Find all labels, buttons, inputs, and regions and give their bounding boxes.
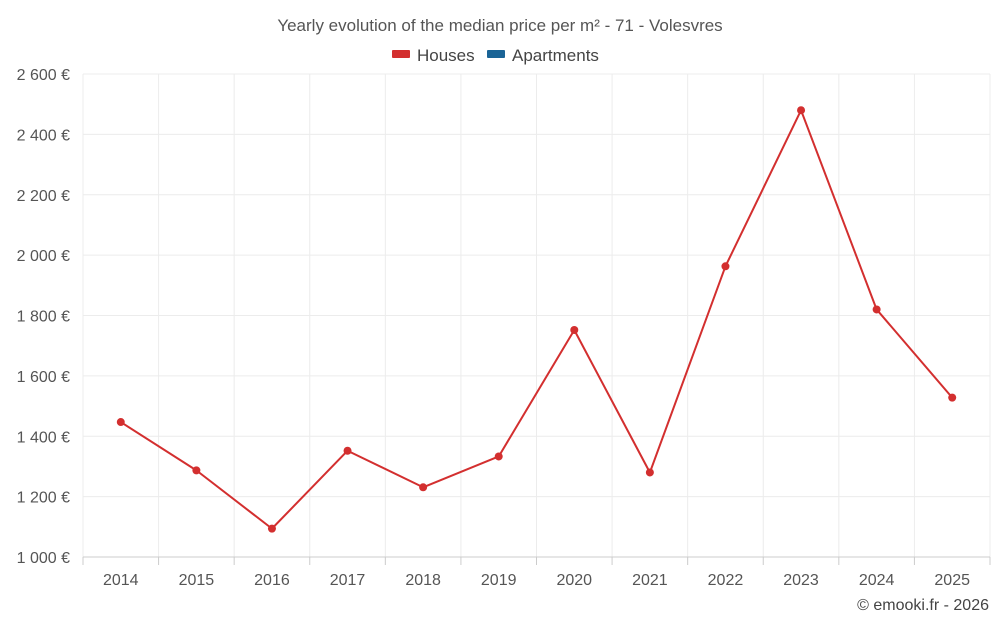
- x-tick-label: 2022: [708, 572, 744, 589]
- series-line-houses: [120, 109, 953, 530]
- legend-label-apartments: Apartments: [512, 46, 599, 65]
- legend-item-houses[interactable]: Houses: [392, 46, 475, 65]
- data-point-2025[interactable]: [948, 393, 957, 402]
- x-tick-label: 2025: [934, 572, 970, 589]
- x-tick-label: 2020: [556, 572, 592, 589]
- series-houses: [116, 106, 957, 533]
- legend-swatch-apartments: [487, 50, 505, 58]
- x-tick-label: 2016: [254, 572, 290, 589]
- gridlines: [82, 73, 991, 557]
- data-point-2016[interactable]: [267, 524, 276, 533]
- x-tick-label: 2021: [632, 572, 668, 589]
- y-tick-label: 1 000 €: [17, 550, 70, 567]
- legend-swatch-houses: [392, 50, 410, 58]
- data-point-2020[interactable]: [570, 325, 579, 334]
- data-point-2023[interactable]: [797, 106, 806, 115]
- chart-title: Yearly evolution of the median price per…: [277, 16, 722, 35]
- y-tick-label: 2 200 €: [17, 188, 70, 205]
- y-tick-label: 1 600 €: [17, 369, 70, 386]
- x-tick-label: 2023: [783, 572, 819, 589]
- y-tick-label: 1 200 €: [17, 490, 70, 507]
- x-tick-label: 2018: [405, 572, 441, 589]
- legend-label-houses: Houses: [417, 46, 475, 65]
- y-axis: 1 000 € 1 200 € 1 400 € 1 600 € 1 800 € 2 000…: [17, 67, 70, 567]
- y-tick-label: 2 000 €: [17, 248, 70, 265]
- data-point-2014[interactable]: [116, 418, 125, 427]
- y-tick-label: 2 600 €: [17, 67, 70, 84]
- data-point-2021[interactable]: [645, 468, 654, 477]
- data-point-2017[interactable]: [343, 446, 352, 455]
- data-point-2019[interactable]: [494, 452, 503, 461]
- legend-item-apartments[interactable]: Apartments: [487, 46, 599, 65]
- y-tick-label: 2 400 €: [17, 127, 70, 144]
- y-tick-label: 1 400 €: [17, 429, 70, 446]
- x-tick-label: 2017: [330, 572, 366, 589]
- data-point-2024[interactable]: [872, 305, 881, 314]
- x-tick-label: 2019: [481, 572, 517, 589]
- x-tick-label: 2014: [103, 572, 139, 589]
- credit-label: © emooki.fr - 2026: [857, 597, 989, 614]
- x-tick-label: 2015: [179, 572, 215, 589]
- y-tick-label: 1 800 €: [17, 309, 70, 326]
- data-point-2018[interactable]: [419, 483, 428, 492]
- x-axis: 2014 2015 2016 2017 2018 2019 2020 2021 2022 2023…: [82, 556, 991, 589]
- data-point-2022[interactable]: [721, 262, 730, 271]
- legend: Houses Apartments: [392, 46, 599, 65]
- data-point-2015[interactable]: [192, 466, 201, 475]
- x-tick-label: 2024: [859, 572, 895, 589]
